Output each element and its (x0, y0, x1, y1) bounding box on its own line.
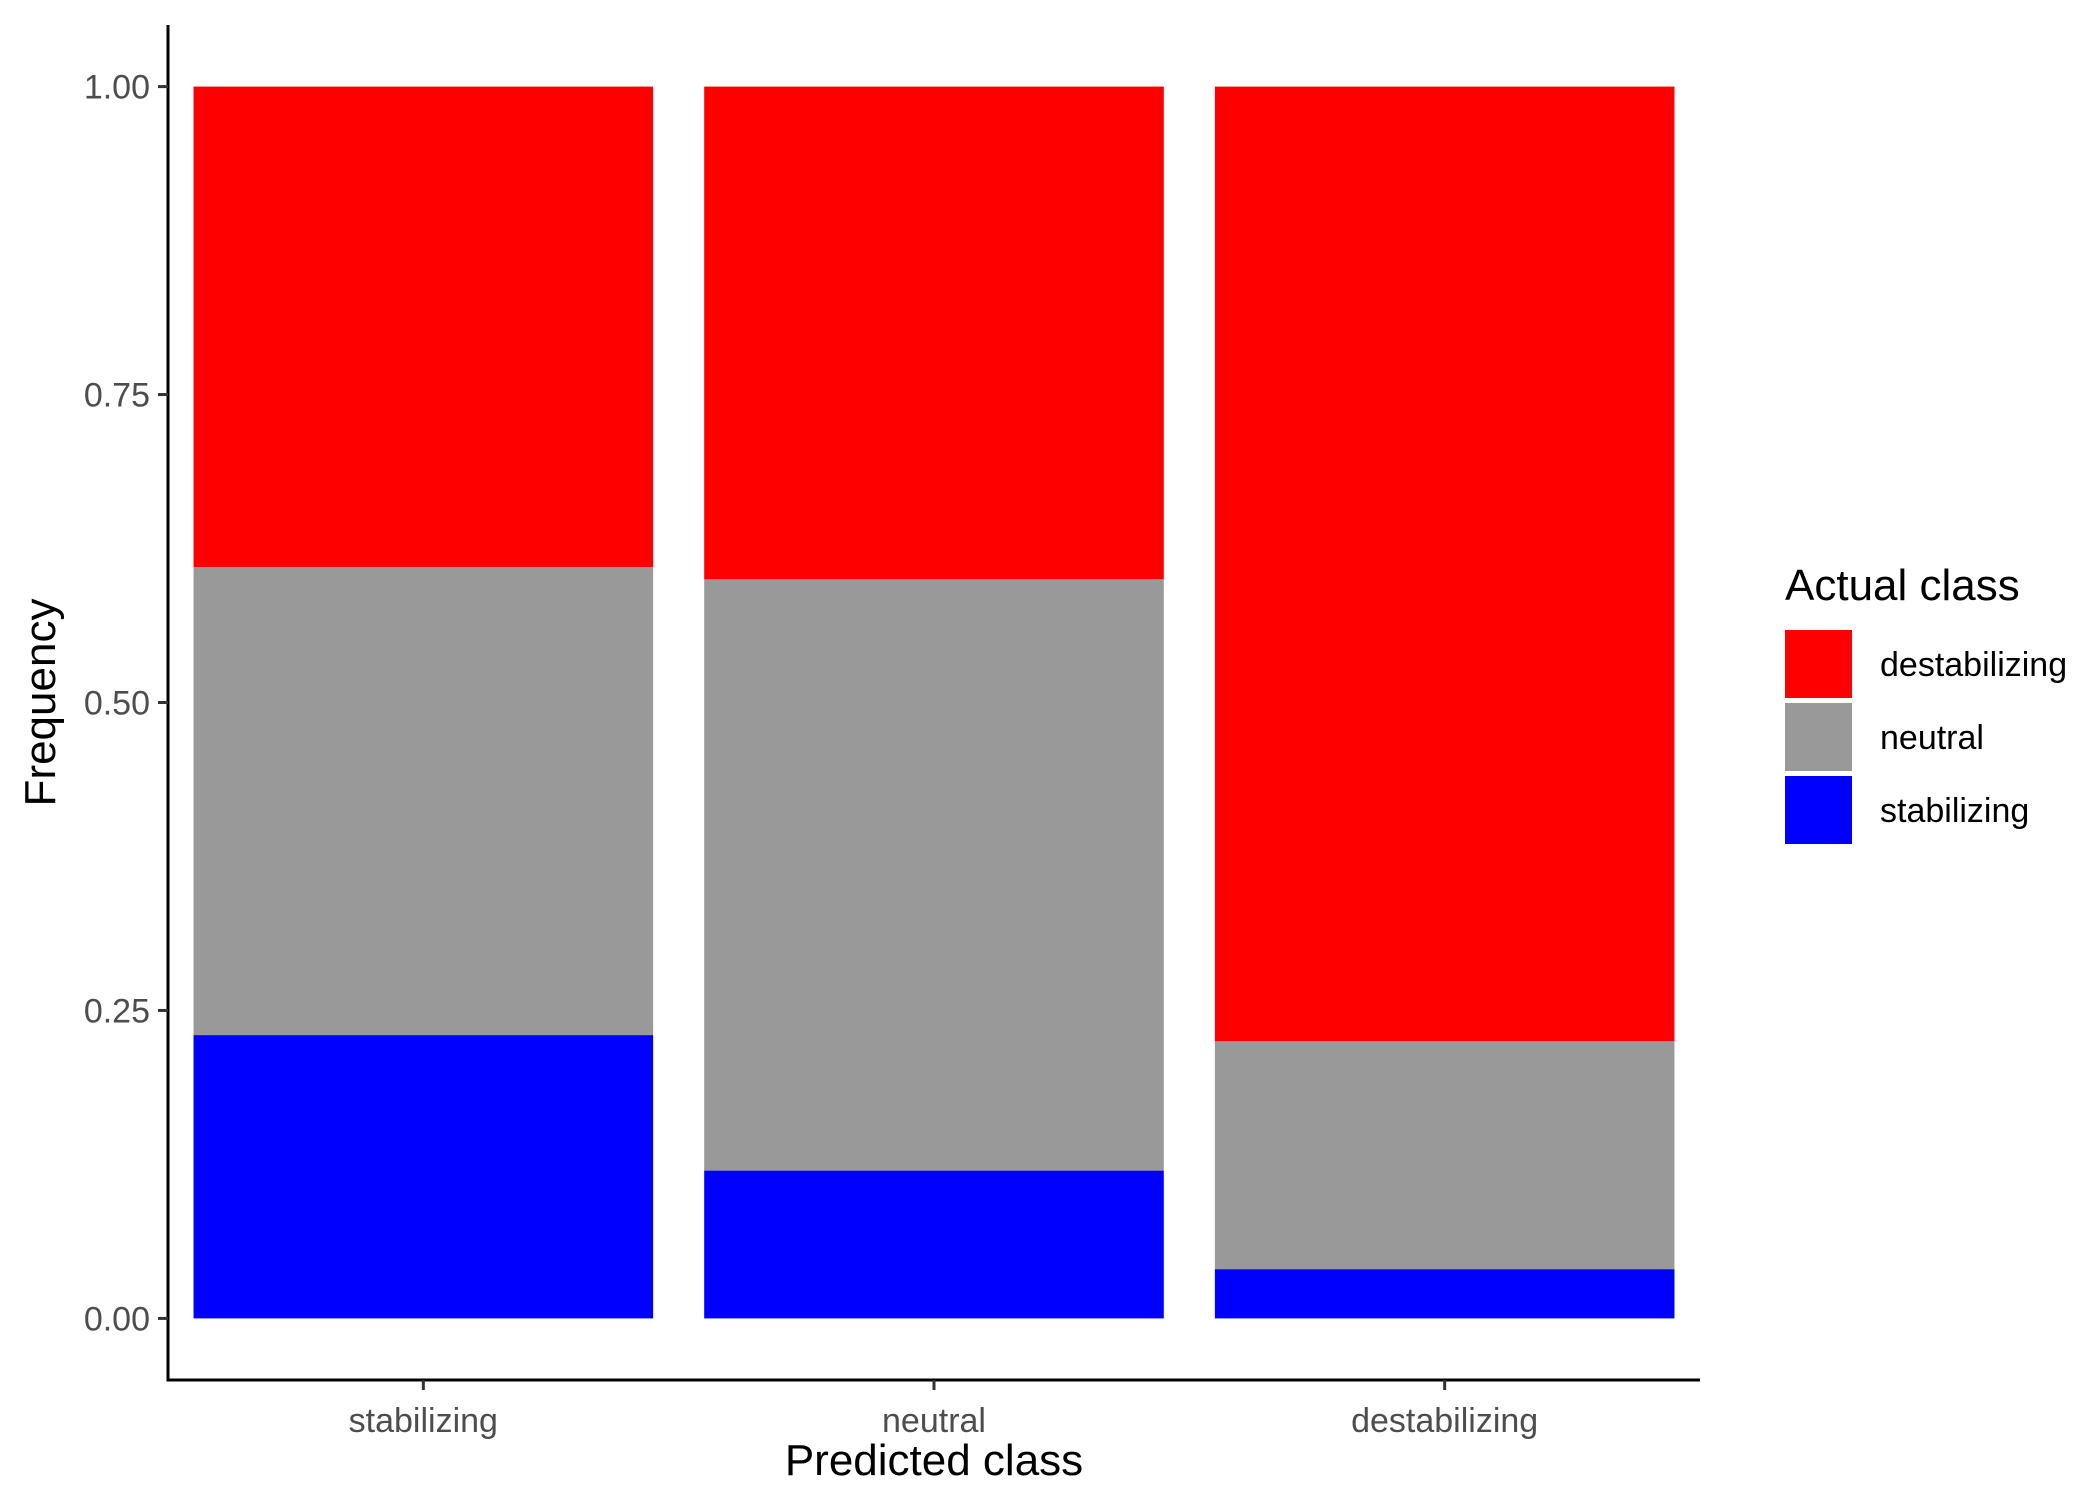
bar-segment-neutral-stabilizing (704, 1170, 1164, 1319)
y-tick-label: 0.50 (84, 685, 150, 723)
y-axis-title: Frequency (16, 599, 65, 807)
y-tick-label: 0.00 (84, 1300, 150, 1338)
bars-group (193, 86, 1675, 1319)
legend-key-neutral (1785, 703, 1852, 771)
legend-label-stabilizing: stabilizing (1880, 792, 2029, 830)
bar-segment-stabilizing-stabilizing (193, 1035, 654, 1319)
legend-label-neutral: neutral (1880, 719, 1984, 757)
legend-key-stabilizing (1785, 776, 1852, 844)
bar-segment-destabilizing-destabilizing (1214, 86, 1675, 1042)
x-ticks-group: stabilizing neutral destabilizing (349, 1380, 1538, 1440)
x-tick-label-neutral: neutral (882, 1402, 986, 1440)
x-axis-title: Predicted class (785, 1436, 1083, 1485)
legend: Actual class destabilizing neutral stabili… (1785, 561, 2067, 844)
bar-segment-destabilizing-stabilizing (1214, 1269, 1675, 1319)
bar-segment-stabilizing-destabilizing (193, 86, 654, 567)
y-ticks-group: 0.00 0.25 0.50 0.75 1.00 (84, 69, 168, 1338)
x-tick-label-stabilizing: stabilizing (349, 1402, 498, 1440)
bar-segment-destabilizing-neutral (1214, 1041, 1675, 1270)
y-tick-label: 0.75 (84, 377, 150, 415)
y-tick-label: 0.25 (84, 992, 150, 1030)
bar-segment-neutral-destabilizing (704, 86, 1164, 580)
legend-title: Actual class (1785, 561, 2020, 610)
legend-label-destabilizing: destabilizing (1880, 646, 2067, 684)
legend-key-destabilizing (1785, 630, 1852, 698)
y-tick-label: 1.00 (84, 69, 150, 107)
bar-segment-neutral-neutral (704, 579, 1164, 1171)
bar-segment-stabilizing-neutral (193, 567, 654, 1036)
x-tick-label-destabilizing: destabilizing (1351, 1402, 1538, 1440)
